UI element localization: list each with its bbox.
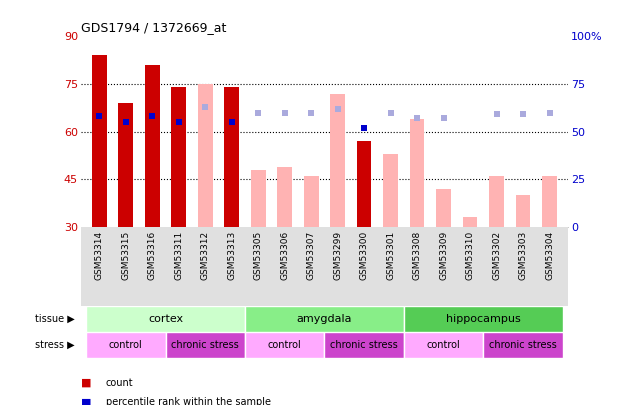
Bar	[330, 94, 345, 227]
Text: GSM53303: GSM53303	[519, 231, 528, 280]
Text: amygdala: amygdala	[297, 314, 352, 324]
Bar	[383, 154, 398, 227]
Text: ■: ■	[81, 397, 91, 405]
Bar	[251, 170, 266, 227]
Text: hippocampus: hippocampus	[446, 314, 521, 324]
Text: GSM53305: GSM53305	[254, 231, 263, 280]
Text: count: count	[106, 378, 133, 388]
Bar	[357, 141, 371, 227]
Text: stress ▶: stress ▶	[35, 340, 75, 350]
Text: GSM53309: GSM53309	[439, 231, 448, 280]
Text: chronic stress: chronic stress	[489, 340, 557, 350]
Bar	[171, 87, 186, 227]
Bar	[410, 119, 425, 227]
Bar	[119, 103, 133, 227]
Bar	[325, 332, 404, 358]
Bar	[86, 332, 166, 358]
Text: GSM53310: GSM53310	[466, 231, 474, 280]
Bar	[166, 332, 245, 358]
Bar	[145, 65, 160, 227]
Text: GSM53311: GSM53311	[175, 231, 183, 280]
Bar	[245, 332, 325, 358]
Text: GDS1794 / 1372669_at: GDS1794 / 1372669_at	[81, 21, 226, 34]
Text: control: control	[427, 340, 461, 350]
Bar	[404, 332, 483, 358]
Text: GSM53301: GSM53301	[386, 231, 395, 280]
Bar	[463, 217, 478, 227]
Bar	[224, 87, 239, 227]
Text: chronic stress: chronic stress	[171, 340, 239, 350]
Text: GSM53308: GSM53308	[413, 231, 422, 280]
Text: chronic stress: chronic stress	[330, 340, 398, 350]
Text: GSM53312: GSM53312	[201, 231, 210, 280]
Text: GSM53302: GSM53302	[492, 231, 501, 280]
Bar	[304, 176, 319, 227]
Bar	[92, 55, 107, 227]
Text: GSM53304: GSM53304	[545, 231, 554, 280]
Text: control: control	[109, 340, 143, 350]
Bar	[198, 84, 212, 227]
Bar	[278, 166, 292, 227]
Text: GSM53316: GSM53316	[148, 231, 156, 280]
Bar	[483, 332, 563, 358]
Text: GSM53307: GSM53307	[307, 231, 315, 280]
Text: cortex: cortex	[148, 314, 183, 324]
Text: GSM53299: GSM53299	[333, 231, 342, 280]
Bar	[437, 189, 451, 227]
Bar	[245, 306, 404, 332]
Text: GSM53313: GSM53313	[227, 231, 236, 280]
Bar	[542, 176, 557, 227]
Bar	[86, 306, 245, 332]
Text: ■: ■	[81, 378, 91, 388]
Text: GSM53306: GSM53306	[280, 231, 289, 280]
Text: tissue ▶: tissue ▶	[35, 314, 75, 324]
Text: percentile rank within the sample: percentile rank within the sample	[106, 397, 271, 405]
Text: control: control	[268, 340, 302, 350]
Text: GSM53314: GSM53314	[95, 231, 104, 280]
Text: GSM53315: GSM53315	[121, 231, 130, 280]
Bar	[404, 306, 563, 332]
Bar	[489, 176, 504, 227]
Bar	[516, 195, 530, 227]
Text: GSM53300: GSM53300	[360, 231, 369, 280]
